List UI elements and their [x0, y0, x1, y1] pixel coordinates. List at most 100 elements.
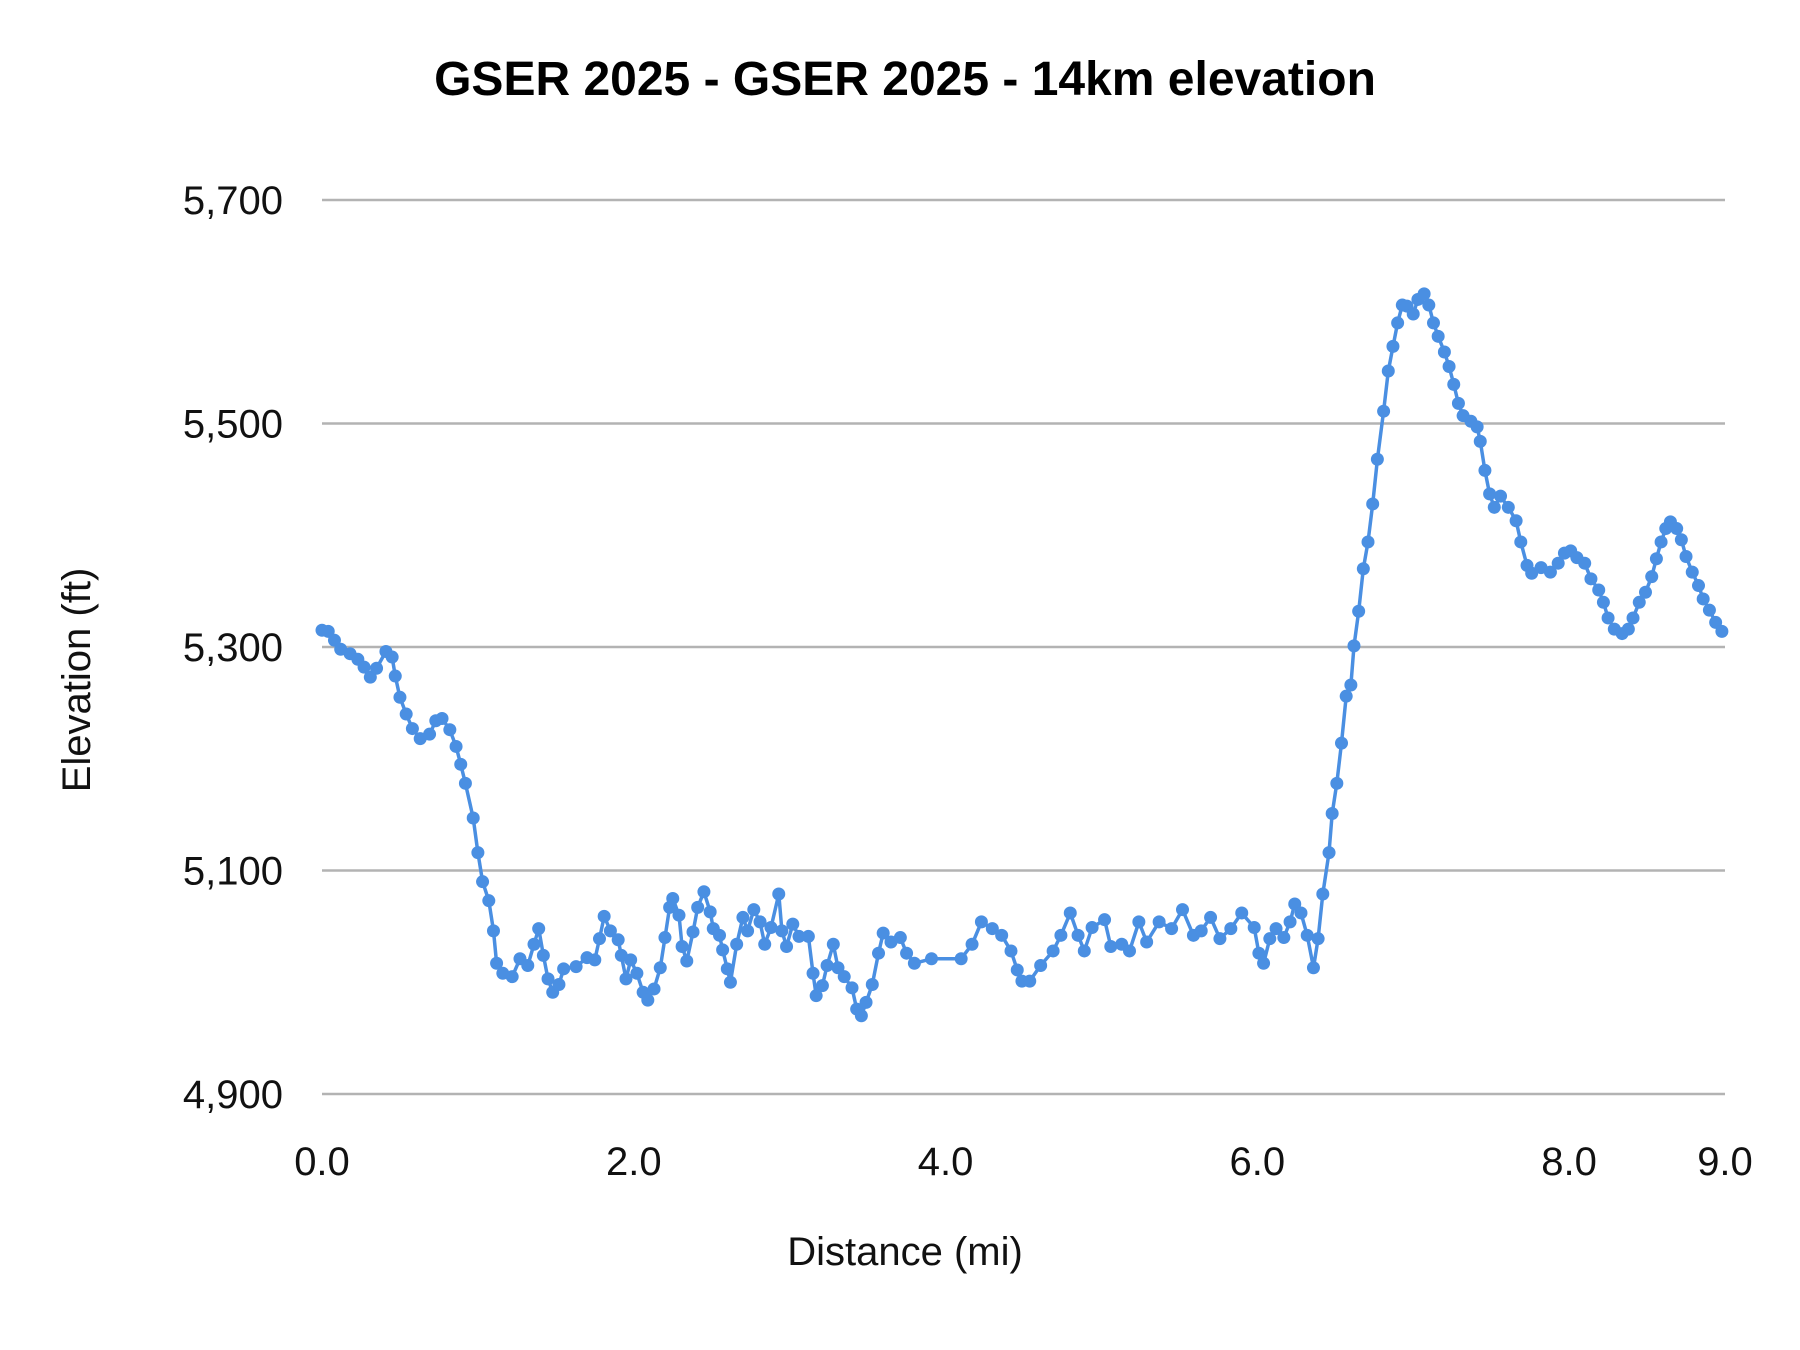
data-point: [1085, 920, 1099, 934]
data-point: [1194, 924, 1208, 938]
data-point: [666, 891, 680, 905]
data-point: [1311, 932, 1325, 946]
data-point: [1584, 572, 1598, 586]
data-point: [1426, 316, 1440, 330]
data-point: [557, 962, 571, 976]
data-point: [792, 929, 806, 943]
data-point: [490, 956, 504, 970]
data-point: [1621, 622, 1635, 636]
data-point: [1386, 339, 1400, 353]
data-point: [1406, 307, 1420, 321]
data-point: [1391, 316, 1405, 330]
data-point: [680, 954, 694, 968]
data-point: [619, 972, 633, 986]
data-point: [1632, 595, 1646, 609]
x-axis-label: Distance (mi): [787, 1230, 1023, 1274]
data-point: [532, 922, 546, 936]
data-point: [653, 961, 667, 975]
data-point: [716, 943, 730, 957]
data-point: [423, 727, 437, 741]
data-point: [809, 989, 823, 1003]
data-point: [1263, 932, 1277, 946]
data-point: [536, 948, 550, 962]
data-point: [1551, 556, 1565, 570]
gridlines: [322, 198, 1725, 1096]
data-point: [907, 956, 921, 970]
data-point: [1104, 939, 1118, 953]
data-point: [747, 903, 761, 917]
data-point: [713, 928, 727, 942]
data-point: [1649, 552, 1663, 566]
data-point: [1381, 364, 1395, 378]
data-point: [588, 953, 602, 967]
data-point: [1356, 562, 1370, 576]
data-point: [1046, 944, 1060, 958]
data-point: [1213, 932, 1227, 946]
data-point: [1140, 935, 1154, 949]
data-point: [624, 953, 638, 967]
data-point: [1269, 922, 1283, 936]
y-axis-label: Elevation (ft): [55, 568, 99, 793]
data-point: [1316, 887, 1330, 901]
data-point: [697, 885, 711, 899]
data-point: [385, 650, 399, 664]
data-point: [1592, 583, 1606, 597]
data-point: [1176, 903, 1190, 917]
data-point: [630, 966, 644, 980]
data-point: [569, 960, 583, 974]
x-tick-label: 8.0: [1541, 1140, 1597, 1184]
data-point: [826, 937, 840, 951]
data-point: [1543, 565, 1557, 579]
data-point: [865, 977, 879, 991]
data-point: [775, 924, 789, 938]
y-tick-label: 4,900: [183, 1073, 283, 1117]
data-point: [1023, 974, 1037, 988]
data-point: [837, 970, 851, 984]
data-point: [597, 909, 611, 923]
data-point: [820, 958, 834, 972]
y-tick-label: 5,100: [183, 850, 283, 894]
data-point: [641, 993, 655, 1007]
data-point: [1578, 556, 1592, 570]
data-point: [458, 776, 472, 790]
x-tick-label: 2.0: [606, 1140, 662, 1184]
data-point: [1294, 906, 1308, 920]
data-point: [1670, 522, 1684, 536]
data-point: [1483, 487, 1497, 501]
data-point: [1638, 585, 1652, 599]
x-tick-label: 6.0: [1230, 1140, 1286, 1184]
data-point: [854, 1009, 868, 1023]
data-point: [686, 925, 700, 939]
data-point: [399, 707, 413, 721]
x-tick-labels: 0.0 2.0 4.0 6.0 8.0 9.0: [294, 1140, 1753, 1184]
data-point: [806, 966, 820, 980]
data-point: [876, 926, 890, 940]
data-point: [1352, 604, 1366, 618]
data-point: [1152, 915, 1166, 929]
data-point: [603, 924, 617, 938]
data-point: [1283, 915, 1297, 929]
data-point: [471, 846, 485, 860]
data-point: [454, 757, 468, 771]
data-point: [1252, 946, 1266, 960]
data-point: [1645, 570, 1659, 584]
data-point: [541, 972, 555, 986]
data-point: [1487, 500, 1501, 514]
data-point: [1322, 846, 1336, 860]
data-point: [1715, 624, 1729, 638]
data-point: [1247, 920, 1261, 934]
data-point: [691, 900, 705, 914]
data-point: [1377, 404, 1391, 418]
y-tick-label: 5,700: [183, 179, 283, 223]
data-point: [1071, 928, 1085, 942]
data-point: [1478, 463, 1492, 477]
data-point: [388, 669, 402, 683]
chart-title: GSER 2025 - GSER 2025 - 14km elevation: [434, 53, 1376, 106]
data-point: [393, 690, 407, 704]
data-point: [435, 712, 449, 726]
data-point: [449, 739, 463, 753]
data-point: [1473, 434, 1487, 448]
data-point: [370, 661, 384, 675]
data-point: [1344, 678, 1358, 692]
data-point: [1451, 396, 1465, 410]
